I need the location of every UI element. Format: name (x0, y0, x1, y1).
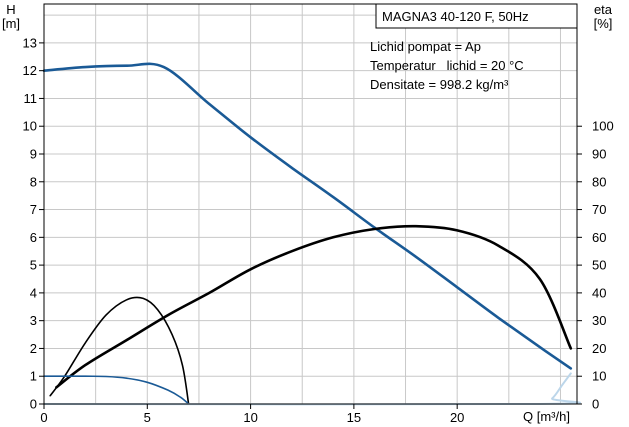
curves (42, 62, 581, 406)
y-left-tick-label: 5 (30, 258, 37, 273)
ticks: 0 5 10 15 2001234567891011121301020304050607… (23, 35, 614, 425)
y-right-tick-label: 80 (592, 174, 606, 189)
series-line-1 (55, 224, 573, 389)
y-right-tick-label: 40 (592, 285, 606, 300)
y-left-tick-label: 8 (30, 174, 37, 189)
info-fluid: Lichid pompat = Ap (370, 39, 481, 54)
info-density: Densitate = 998.2 kg/m³ (370, 77, 509, 92)
y-left-axis-label: H (6, 2, 15, 17)
y-right-tick-label: 60 (592, 230, 606, 245)
y-right-tick-label: 50 (592, 258, 606, 273)
y-left-tick-label: 0 (30, 397, 37, 412)
x-axis-label: Q [m³/h] (523, 409, 570, 424)
series-line-2 (49, 296, 190, 405)
y-left-tick-label: 2 (30, 341, 37, 356)
y-right-tick-label: 70 (592, 202, 606, 217)
y-right-axis-unit: [%] (594, 16, 613, 31)
y-left-tick-label: 3 (30, 313, 37, 328)
series-line-0 (42, 62, 573, 370)
x-tick-label: 15 (347, 410, 361, 425)
info-temperature: Temperatur lichid = 20 °C (370, 58, 524, 73)
y-right-tick-label: 0 (592, 397, 599, 412)
y-right-tick-label: 20 (592, 341, 606, 356)
y-right-tick-label: 30 (592, 313, 606, 328)
y-right-tick-label: 10 (592, 369, 606, 384)
y-right-tick-label: 100 (592, 119, 614, 134)
series-line-3 (43, 375, 190, 405)
x-tick-label: 0 (40, 410, 47, 425)
y-left-tick-label: 9 (30, 147, 37, 162)
x-tick-label: 20 (450, 410, 464, 425)
y-left-tick-label: 7 (30, 202, 37, 217)
y-right-tick-label: 90 (592, 147, 606, 162)
y-left-axis-unit: [m] (2, 16, 20, 31)
y-left-tick-label: 4 (30, 285, 37, 300)
chart-title: MAGNA3 40-120 F, 50Hz (382, 9, 529, 24)
y-left-tick-label: 6 (30, 230, 37, 245)
y-left-tick-label: 11 (24, 91, 38, 106)
y-left-tick-label: 12 (23, 63, 37, 78)
x-tick-label: 10 (243, 410, 257, 425)
title-box (375, 3, 578, 29)
x-tick-label: 5 (144, 410, 151, 425)
plot-frame (43, 3, 578, 405)
y-left-tick-label: 1 (30, 369, 37, 384)
y-left-tick-label: 10 (23, 119, 37, 134)
y-left-tick-label: 13 (23, 35, 37, 50)
y-right-axis-label: eta (594, 2, 613, 17)
